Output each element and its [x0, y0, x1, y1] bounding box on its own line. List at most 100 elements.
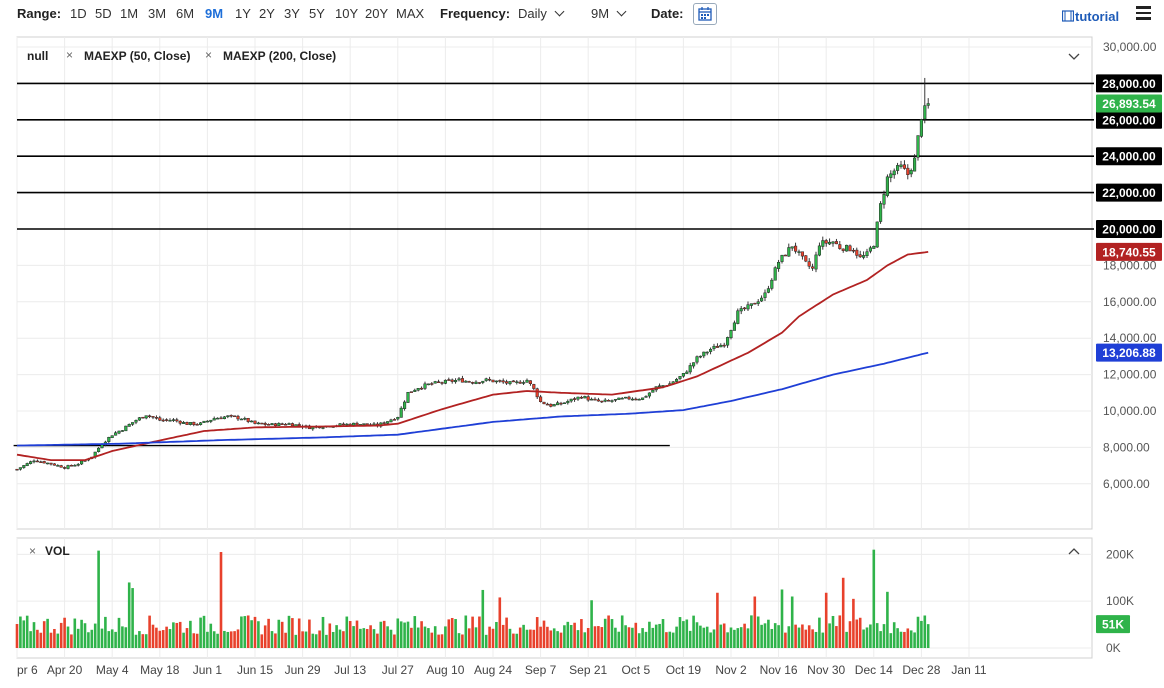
x-axis-tick-label: Jul 13 — [334, 663, 366, 677]
volume-bar — [855, 619, 859, 648]
volume-bar — [821, 632, 825, 648]
volume-bar — [780, 589, 784, 648]
candle-body — [52, 463, 56, 466]
volume-bar — [787, 626, 791, 648]
candle-body — [613, 399, 617, 401]
candle-body — [202, 420, 206, 423]
volume-bar — [811, 629, 814, 648]
candle-body — [923, 105, 927, 120]
volume-bar — [631, 627, 634, 648]
volume-bar — [236, 629, 240, 648]
volume-bar — [331, 631, 335, 648]
volume-bar — [750, 615, 753, 648]
candle-body — [851, 249, 855, 252]
volume-bar — [556, 631, 559, 648]
tutorial-link[interactable]: tutorial — [1062, 9, 1119, 24]
range-button-6m[interactable]: 6M — [176, 6, 195, 21]
range-button-20y[interactable]: 20Y — [365, 6, 389, 21]
candle-body — [644, 396, 648, 398]
volume-bar — [314, 634, 318, 648]
volume-bar — [124, 627, 128, 648]
volume-bar — [114, 631, 117, 648]
candle-body — [899, 164, 903, 167]
volume-bar — [709, 632, 712, 648]
remove-ma50-icon[interactable]: × — [66, 48, 73, 62]
volume-bar — [522, 624, 525, 648]
level-badge-bg — [1096, 110, 1162, 129]
candle-body — [131, 422, 135, 425]
collapse-volume-icon[interactable] — [1068, 548, 1080, 555]
candle-body — [345, 423, 349, 426]
candle-body — [732, 322, 736, 331]
range-button-2y[interactable]: 2Y — [259, 6, 275, 21]
range-button-1y[interactable]: 1Y — [235, 6, 251, 21]
volume-bar — [464, 615, 468, 648]
volume-bar — [53, 628, 56, 648]
candle-body — [729, 329, 733, 339]
candle-body — [596, 399, 600, 402]
calendar-icon[interactable] — [693, 3, 717, 25]
candle-body — [59, 465, 63, 468]
range-button-9m[interactable]: 9M — [205, 6, 224, 21]
level-badge: 28,000.00 — [1102, 77, 1156, 91]
range-button-3m[interactable]: 3M — [148, 6, 167, 21]
volume-bar — [743, 623, 746, 648]
volume-bar — [365, 628, 369, 648]
range-button-max[interactable]: MAX — [396, 6, 425, 21]
candle-body — [705, 351, 709, 354]
volume-bar — [56, 633, 60, 648]
volume-bar — [583, 632, 587, 648]
volume-bar — [433, 626, 437, 648]
candle-body — [749, 303, 753, 306]
range-button-5y[interactable]: 5Y — [309, 6, 325, 21]
volume-bar — [192, 633, 196, 648]
menu-icon[interactable] — [1136, 6, 1151, 20]
volume-bar — [49, 632, 53, 648]
candle-body — [834, 241, 838, 245]
volume-bar — [399, 621, 403, 648]
period-dropdown[interactable]: 9M — [591, 6, 627, 21]
ma200-legend: MAEXP (200, Close) — [223, 49, 336, 63]
candle-body — [634, 398, 638, 401]
collapse-price-icon[interactable] — [1068, 53, 1080, 60]
candle-body — [148, 415, 152, 418]
candle-body — [824, 240, 828, 244]
range-button-1m[interactable]: 1M — [120, 6, 139, 21]
volume-bar — [345, 616, 349, 648]
candle-body — [508, 381, 512, 385]
range-button-5d[interactable]: 5D — [95, 6, 112, 21]
candle-body — [773, 267, 777, 281]
range-button-3y[interactable]: 3Y — [284, 6, 300, 21]
candle-body — [386, 421, 390, 424]
candle-body — [39, 461, 43, 463]
candle-body — [794, 245, 798, 252]
volume-bar — [148, 615, 151, 648]
candle-body — [518, 381, 522, 384]
volume-bar — [865, 627, 869, 648]
volume-bar — [165, 626, 168, 648]
level-badge-bg — [1096, 74, 1162, 93]
remove-vol-icon[interactable]: × — [29, 544, 36, 558]
candle-body — [647, 392, 651, 397]
candle-body — [838, 244, 842, 249]
volume-bar — [63, 617, 66, 648]
candle-body — [879, 203, 883, 222]
frequency-dropdown[interactable]: Daily — [518, 6, 565, 21]
candle-body — [233, 415, 237, 418]
candle-body — [685, 371, 689, 374]
level-badge: 26,000.00 — [1102, 113, 1156, 127]
volume-bar — [260, 634, 264, 648]
remove-ma200-icon[interactable]: × — [205, 48, 212, 62]
candle-body — [443, 379, 447, 384]
candle-body — [15, 468, 19, 471]
range-button-1d[interactable]: 1D — [70, 6, 87, 21]
candle-body — [800, 251, 804, 257]
candle-body — [277, 423, 281, 426]
volume-bar — [838, 615, 842, 648]
volume-bar — [814, 631, 818, 648]
candle-body — [338, 423, 342, 426]
volume-bar — [726, 632, 729, 648]
range-button-10y[interactable]: 10Y — [335, 6, 359, 21]
volume-bar — [467, 628, 471, 648]
